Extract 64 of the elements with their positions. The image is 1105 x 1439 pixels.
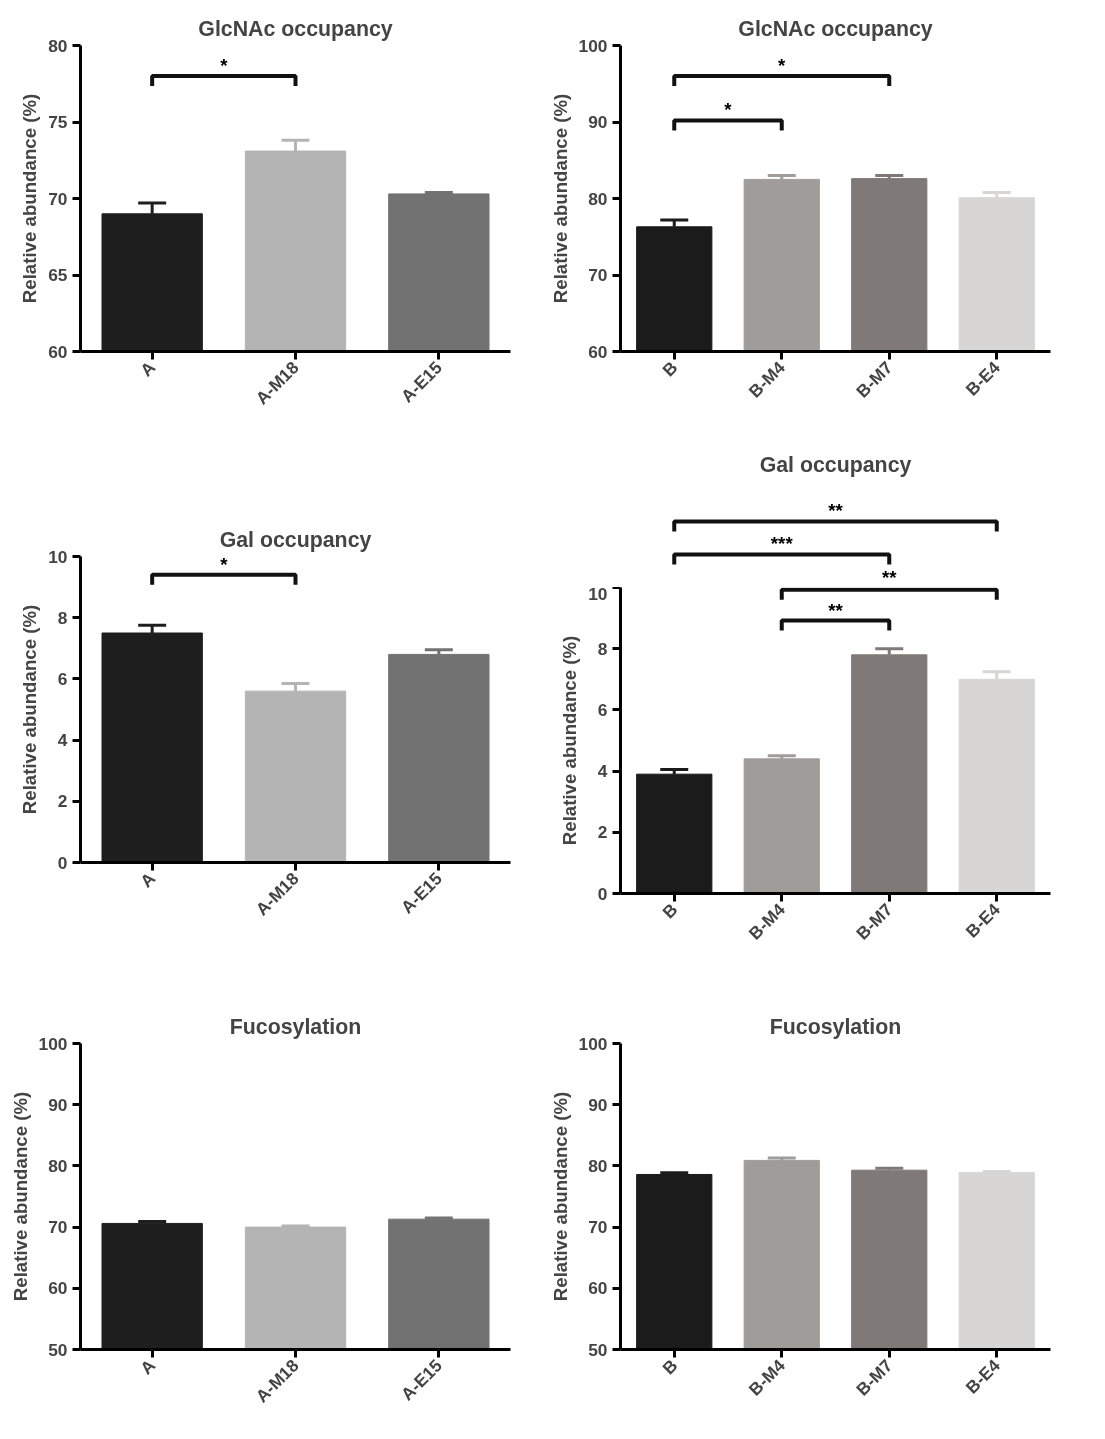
annotation: ** xyxy=(881,566,898,588)
y-tick-label: 70 xyxy=(588,1217,608,1238)
text: ** xyxy=(828,500,844,522)
y-tick-label: 90 xyxy=(588,112,608,132)
y-tick-label: 60 xyxy=(588,1278,608,1299)
text: *** xyxy=(770,533,794,555)
chart-title: Gal occupancy xyxy=(759,452,912,477)
y-tick-label: 60 xyxy=(588,341,608,362)
y-tick-label: 90 xyxy=(588,1094,608,1115)
y-tick-label: 10 xyxy=(588,583,608,604)
bar xyxy=(851,654,928,894)
y-tick-label: 0 xyxy=(597,883,608,904)
chart-title: GlcNAc occupancy xyxy=(198,16,393,41)
chart-title: Fucosylation xyxy=(769,1014,902,1039)
y-tick-label: 70 xyxy=(588,265,608,285)
y-axis-title: Relative abundance (%) xyxy=(19,93,41,304)
y-tick-label: 60 xyxy=(48,1278,68,1299)
y-axis-title: Relative abundance (%) xyxy=(9,1091,31,1302)
y-tick-label: 8 xyxy=(57,607,68,628)
chart-title: GlcNAc occupancy xyxy=(738,16,933,41)
y-tick-label: 4 xyxy=(597,761,608,782)
x-tick-label: B xyxy=(658,1355,682,1379)
y-tick-label: 80 xyxy=(48,35,68,56)
y-tick-label: 100 xyxy=(578,1033,608,1054)
x-tick-label: A xyxy=(136,1355,160,1379)
y-tick-label: 8 xyxy=(597,638,608,659)
x-tick-label: B xyxy=(658,357,682,381)
y-tick-label: 80 xyxy=(48,1155,68,1176)
annotation: * xyxy=(220,55,229,77)
y-tick-label: 60 xyxy=(48,341,68,362)
y-axis-title: Relative abundance (%) xyxy=(19,604,41,815)
y-tick-label: 50 xyxy=(48,1339,68,1360)
bar xyxy=(388,653,490,863)
x-tick-label: A xyxy=(136,868,160,892)
y-tick-label: 10 xyxy=(48,546,68,567)
y-tick-label: 6 xyxy=(57,668,68,689)
y-tick-label: 65 xyxy=(48,265,68,285)
y-tick-label: 0 xyxy=(57,852,68,873)
y-tick-label: 75 xyxy=(48,112,68,132)
y-tick-label: 2 xyxy=(57,791,68,812)
chart-title: Gal occupancy xyxy=(219,527,372,552)
x-tick-label: A xyxy=(136,357,160,381)
y-tick-label: 80 xyxy=(588,1155,608,1176)
y-tick-label: 2 xyxy=(597,822,608,843)
y-tick-label: 6 xyxy=(597,699,608,720)
y-tick-label: 80 xyxy=(588,188,608,209)
y-tick-label: 4 xyxy=(57,730,68,751)
annotation: * xyxy=(778,55,787,77)
y-tick-label: 70 xyxy=(48,1217,68,1238)
y-tick-label: 70 xyxy=(48,188,68,209)
annotation: * xyxy=(724,99,733,121)
x-tick-label: B xyxy=(658,899,682,923)
y-axis-title: Relative abundance (%) xyxy=(549,1091,571,1302)
y-tick-label: 100 xyxy=(578,35,608,56)
y-axis-title: Relative abundance (%) xyxy=(549,93,571,304)
y-tick-label: 90 xyxy=(48,1094,68,1115)
bar xyxy=(636,773,713,894)
y-tick-label: 100 xyxy=(38,1033,68,1054)
annotation: ** xyxy=(828,599,844,621)
annotation: * xyxy=(220,553,229,575)
y-axis-title: Relative abundance (%) xyxy=(559,635,581,846)
y-tick-label: 50 xyxy=(588,1339,608,1360)
chart-title: Fucosylation xyxy=(229,1014,362,1039)
bar xyxy=(743,758,820,894)
